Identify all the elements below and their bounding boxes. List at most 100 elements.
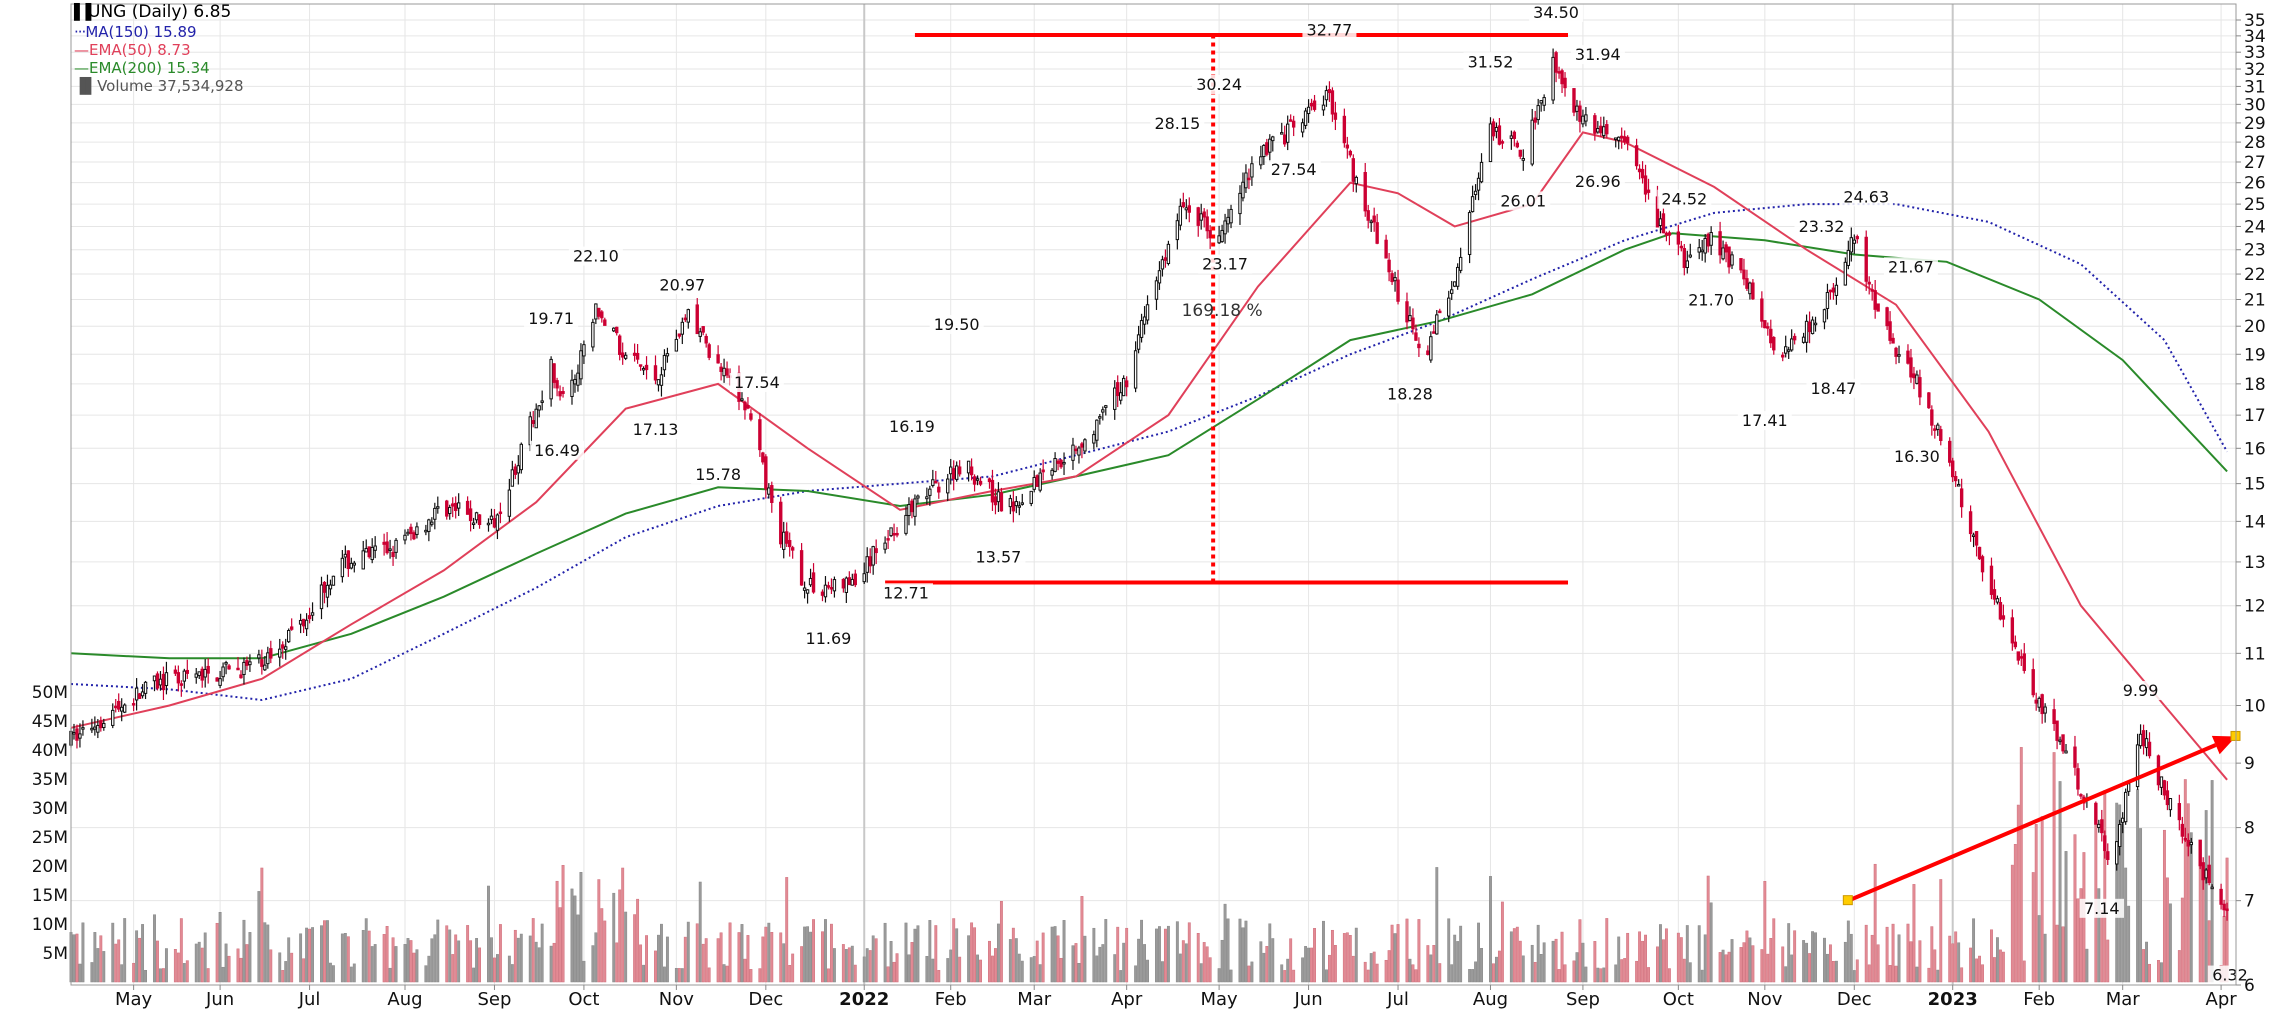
- price-annotation: 24.52: [1661, 190, 1707, 209]
- volume-bar: [1220, 939, 1224, 983]
- candle-body: [1250, 163, 1254, 178]
- plot-frame: [70, 3, 2237, 986]
- candle-body: [93, 726, 97, 730]
- volume-bar: [1393, 933, 1397, 983]
- legend-volume-label: Volume 37,534,928: [97, 77, 244, 95]
- candle-body: [137, 693, 142, 699]
- annotation-bg: [524, 309, 579, 329]
- candle-body: [615, 326, 619, 334]
- volume-bar: [221, 966, 225, 983]
- candle-body: [448, 506, 452, 515]
- volume-bar: [1199, 963, 1203, 983]
- candle-body: [1784, 346, 1788, 354]
- volume-bar: [1408, 958, 1412, 983]
- candle-body: [415, 526, 419, 535]
- candle-body: [1622, 136, 1627, 143]
- candle-body: [1455, 266, 1460, 287]
- candle-body: [221, 666, 225, 678]
- candle-body: [1098, 416, 1102, 419]
- volume-bar: [1205, 946, 1209, 983]
- volume-bar: [475, 938, 479, 983]
- candle-body: [1563, 77, 1567, 89]
- annotation-bg: [1570, 171, 1625, 191]
- candle-body: [2207, 864, 2211, 884]
- candle-body: [579, 350, 583, 380]
- candle-body: [492, 518, 497, 528]
- candle-body: [1121, 377, 1126, 397]
- candle-body: [677, 333, 682, 337]
- volume-bar: [1826, 953, 1829, 983]
- candle-body: [937, 486, 941, 493]
- price-tick-label: 6: [2244, 976, 2255, 996]
- volume-bar: [1492, 963, 1495, 983]
- volume-tick-label: 40M: [32, 741, 68, 761]
- user-drawings: [885, 33, 2241, 906]
- candle-body: [2094, 802, 2098, 825]
- candle-body: [2219, 888, 2223, 905]
- price-annotation: 20.97: [659, 275, 705, 294]
- candle-body: [850, 578, 855, 586]
- candle-body: [743, 401, 747, 411]
- candle-body: [1521, 158, 1525, 161]
- candle-body: [1196, 207, 1200, 226]
- candle-body: [600, 311, 604, 319]
- volume-bar: [725, 965, 729, 983]
- candle-body: [2001, 615, 2006, 620]
- candle-body: [716, 354, 720, 364]
- volume-bar: [1017, 953, 1021, 983]
- candle-body: [594, 303, 598, 320]
- volume-bar: [153, 914, 156, 983]
- volume-bar: [946, 958, 950, 983]
- candle-body: [281, 644, 285, 649]
- dotted-line-icon: ···: [74, 23, 86, 41]
- volume-bar: [1742, 942, 1746, 983]
- candle-body: [1092, 434, 1096, 444]
- candle-body: [1288, 119, 1293, 122]
- volume-bar: [827, 968, 830, 983]
- ma150-line: [70, 203, 2228, 702]
- volume-bar: [1998, 949, 2002, 983]
- volume-bar: [430, 938, 434, 983]
- volume-bar: [340, 933, 344, 983]
- volume-bar: [883, 922, 887, 983]
- volume-bar: [1846, 920, 1850, 983]
- volume-bar: [719, 932, 723, 983]
- candle-body: [1584, 114, 1588, 122]
- volume-bar: [1035, 940, 1039, 983]
- volume-bar: [1805, 942, 1809, 983]
- volume-bar: [1014, 938, 1018, 983]
- candle-body: [1578, 105, 1582, 122]
- volume-bar: [2013, 844, 2017, 983]
- volume-bar: [2160, 962, 2163, 983]
- candle-body: [2165, 790, 2170, 806]
- candle-body: [1769, 328, 1773, 344]
- candle-body: [1804, 320, 1809, 343]
- volume-bar: [1769, 938, 1773, 983]
- candle-body: [409, 526, 413, 535]
- volume-bar: [850, 945, 854, 983]
- volume-bar: [991, 955, 994, 983]
- candle-body: [427, 519, 431, 532]
- candle-body: [75, 728, 79, 741]
- candle-body: [1700, 249, 1704, 253]
- candle-body: [266, 652, 270, 665]
- candle-body: [1166, 243, 1171, 265]
- volume-bar: [1748, 937, 1752, 983]
- volume-bar: [287, 937, 291, 983]
- volume-bar: [791, 953, 795, 983]
- candle-body: [1116, 382, 1120, 397]
- candle-body: [2043, 706, 2047, 714]
- ticker-label: ▌▌UNG (Daily) 6.85: [74, 4, 231, 21]
- candle-body: [662, 355, 667, 371]
- candle-body: [635, 352, 640, 360]
- candle-body: [749, 413, 753, 420]
- volume-bar: [1885, 926, 1889, 983]
- volume-bar: [1954, 931, 1958, 983]
- candle-body: [1175, 220, 1180, 241]
- volume-bar: [1244, 920, 1248, 983]
- candle-body: [823, 584, 828, 598]
- volume-bar: [728, 922, 732, 983]
- candle-body: [1265, 142, 1269, 155]
- volume-bar: [1456, 941, 1460, 983]
- volume-bar: [603, 920, 607, 983]
